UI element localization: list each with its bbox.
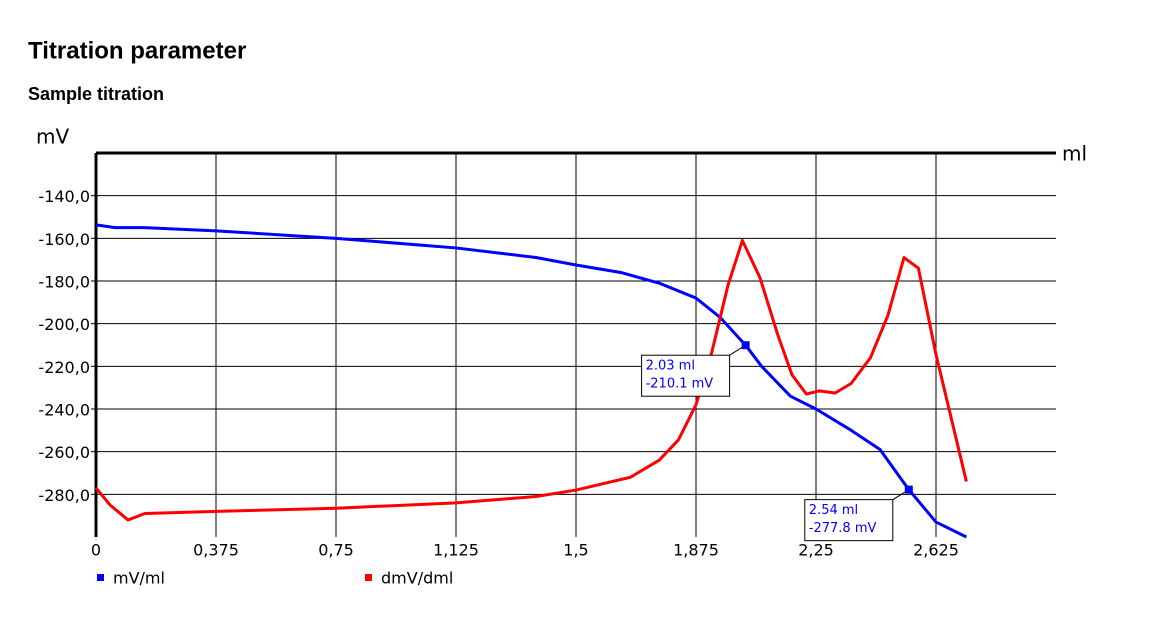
series-line: [95, 223, 968, 539]
y-tick-label: -280,0: [38, 486, 90, 505]
annotation-marker: [741, 341, 750, 350]
x-tick-label: 0,375: [193, 541, 239, 560]
x-tick-label: 1,125: [433, 541, 479, 560]
x-tick-label: 0,75: [318, 541, 354, 560]
page-subtitle: Sample titration: [28, 84, 164, 104]
annotation-text: 2.03 ml: [646, 359, 695, 374]
page-title: Titration parameter: [28, 37, 246, 64]
legend-label: mV/ml: [113, 569, 165, 588]
y-axis-label: mV: [36, 125, 69, 149]
annotation-text: -210.1 mV: [646, 377, 714, 392]
y-tick-label: -240,0: [38, 401, 90, 420]
y-tick-label: -200,0: [38, 315, 90, 334]
annotation-box: [804, 499, 894, 542]
x-tick-label: 0: [91, 541, 101, 560]
y-tick-label: -140,0: [38, 187, 90, 206]
legend-label: dmV/dml: [381, 569, 453, 588]
y-tick-label: -220,0: [38, 358, 90, 377]
series-line: [94, 238, 968, 522]
y-tick-label: -160,0: [38, 230, 90, 249]
y-tick-label: -260,0: [38, 443, 90, 462]
annotation-text: 2.54 ml: [809, 503, 858, 518]
x-tick-label: 1,5: [563, 541, 588, 560]
annotation-box: [641, 354, 731, 397]
legend-swatch: [365, 574, 372, 581]
x-axis-label: ml: [1062, 142, 1087, 166]
x-tick-label: 2,25: [798, 541, 834, 560]
legend-swatch: [97, 574, 104, 581]
y-tick-label: -180,0: [38, 273, 90, 292]
x-tick-label: 1,875: [673, 541, 719, 560]
x-tick-label: 2,625: [913, 541, 959, 560]
annotation-marker: [904, 485, 913, 494]
annotation-text: -277.8 mV: [809, 521, 877, 536]
